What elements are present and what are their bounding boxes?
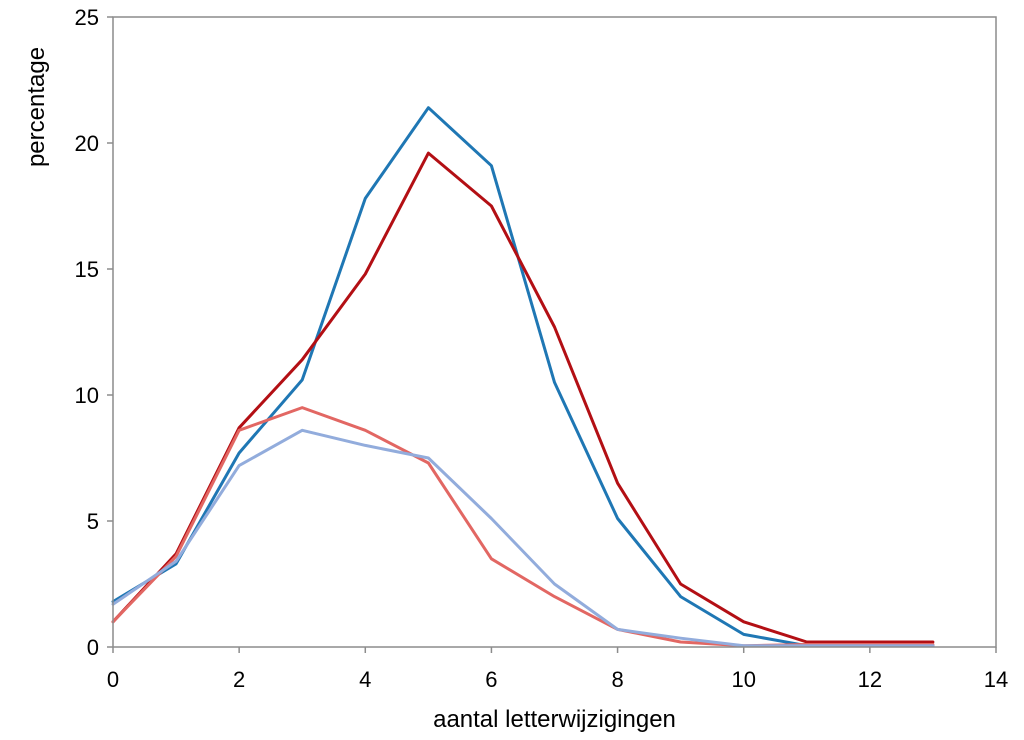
series-line (111, 428, 935, 648)
y-tick-label: 25 (75, 5, 99, 30)
x-tick-label: 14 (984, 667, 1008, 692)
series-layer (111, 106, 935, 648)
y-axis-title: percentage (23, 47, 50, 167)
x-tick-label: 2 (233, 667, 245, 692)
series-line (111, 151, 935, 644)
x-tick-label: 8 (611, 667, 623, 692)
x-tick-label: 0 (107, 667, 119, 692)
plot-area-frame (112, 16, 997, 648)
y-tick-label: 10 (75, 383, 99, 408)
x-axis-title: aantal letterwijzigingen (433, 706, 676, 733)
x-tick-label: 6 (485, 667, 497, 692)
y-tick-label: 15 (75, 257, 99, 282)
y-axis-ticks: 0 5 10 15 20 25 (75, 5, 113, 660)
y-tick-label: 5 (87, 509, 99, 534)
x-tick-label: 4 (359, 667, 371, 692)
y-tick-label: 0 (87, 635, 99, 660)
x-axis-ticks: 0 2 4 6 8 10 12 14 (107, 647, 1008, 692)
x-tick-label: 12 (858, 667, 882, 692)
x-tick-label: 10 (731, 667, 755, 692)
y-tick-label: 20 (75, 131, 99, 156)
